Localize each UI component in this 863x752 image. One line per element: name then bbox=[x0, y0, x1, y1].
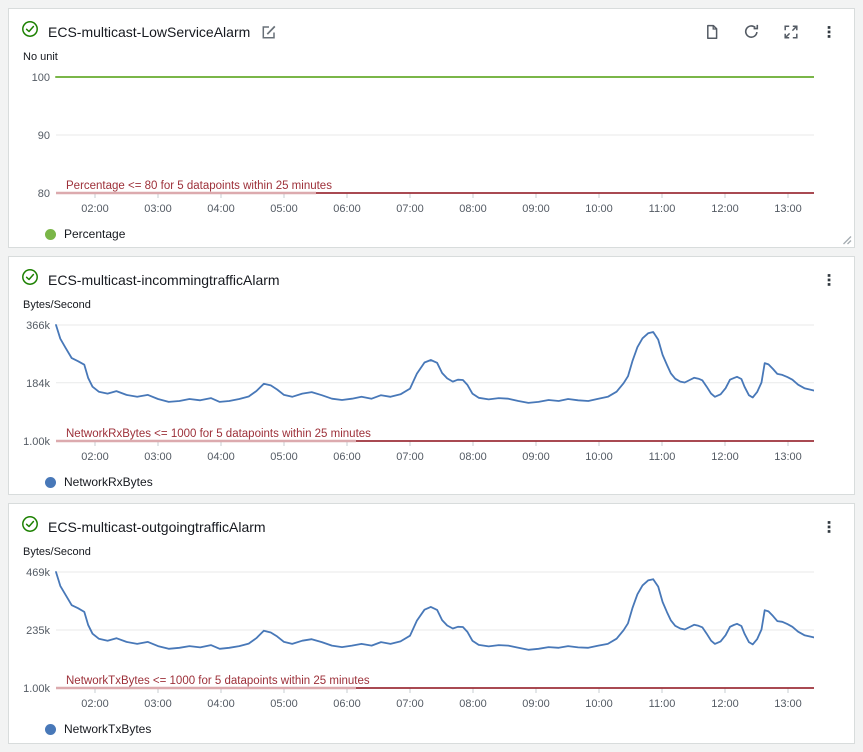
svg-text:13:00: 13:00 bbox=[774, 203, 802, 215]
svg-text:80: 80 bbox=[38, 188, 50, 200]
alarm-chart[interactable]: 100 90 80 02:00 03:00 04:00 05:00 06:00 07:00 08:… bbox=[14, 73, 814, 218]
alarm-ok-icon bbox=[21, 515, 39, 538]
legend-item[interactable]: Percentage bbox=[45, 227, 125, 241]
panel-header: ECS-multicast-LowServiceAlarm bbox=[9, 9, 854, 43]
y-axis-unit-label: No unit bbox=[23, 51, 58, 63]
svg-text:05:00: 05:00 bbox=[270, 203, 298, 215]
svg-text:04:00: 04:00 bbox=[207, 451, 235, 463]
svg-text:07:00: 07:00 bbox=[396, 203, 424, 215]
svg-text:03:00: 03:00 bbox=[144, 451, 172, 463]
svg-text:1.00k: 1.00k bbox=[23, 436, 50, 448]
document-icon bbox=[704, 24, 720, 43]
svg-text:1.00k: 1.00k bbox=[23, 683, 50, 695]
svg-text:11:00: 11:00 bbox=[649, 698, 676, 710]
svg-text:NetworkTxBytes <= 1000 for 5 d: NetworkTxBytes <= 1000 for 5 datapoints … bbox=[66, 675, 370, 687]
svg-text:08:00: 08:00 bbox=[459, 451, 487, 463]
svg-text:02:00: 02:00 bbox=[81, 203, 109, 215]
svg-text:90: 90 bbox=[38, 130, 50, 142]
svg-text:06:00: 06:00 bbox=[333, 698, 361, 710]
svg-text:469k: 469k bbox=[26, 568, 50, 579]
alarm-chart[interactable]: 366k 184k 1.00k 02:00 03:00 04:00 05:00 06:00 07… bbox=[14, 321, 814, 466]
legend-color-dot bbox=[45, 476, 56, 488]
svg-text:366k: 366k bbox=[26, 321, 50, 332]
expand-icon bbox=[783, 24, 799, 43]
svg-text:10:00: 10:00 bbox=[585, 451, 613, 463]
svg-text:03:00: 03:00 bbox=[144, 698, 172, 710]
legend-label: Percentage bbox=[64, 227, 126, 241]
legend-color-dot bbox=[45, 228, 56, 240]
report-button[interactable] bbox=[702, 22, 722, 42]
alarm-ok-icon bbox=[21, 268, 39, 291]
refresh-icon bbox=[743, 24, 760, 43]
edit-alarm-button[interactable] bbox=[259, 22, 279, 42]
svg-text:02:00: 02:00 bbox=[81, 698, 109, 710]
svg-text:07:00: 07:00 bbox=[396, 451, 424, 463]
legend-label: NetworkTxBytes bbox=[64, 722, 152, 736]
panel-menu-button[interactable] bbox=[820, 270, 838, 290]
legend-item[interactable]: NetworkRxBytes bbox=[45, 475, 153, 489]
panel-menu-button[interactable] bbox=[820, 22, 838, 42]
svg-text:235k: 235k bbox=[26, 625, 50, 637]
panel-title: ECS-multicast-LowServiceAlarm bbox=[48, 23, 251, 40]
svg-text:05:00: 05:00 bbox=[270, 698, 298, 710]
svg-text:13:00: 13:00 bbox=[774, 451, 802, 463]
panel-title: ECS-multicast-incommingtrafficAlarm bbox=[48, 271, 280, 288]
edit-icon bbox=[261, 25, 277, 43]
svg-text:06:00: 06:00 bbox=[333, 203, 361, 215]
svg-text:06:00: 06:00 bbox=[333, 451, 361, 463]
alarm-panel-low-service: ECS-multicast-LowServiceAlarm bbox=[8, 8, 855, 248]
svg-text:13:00: 13:00 bbox=[774, 698, 802, 710]
svg-text:10:00: 10:00 bbox=[585, 698, 613, 710]
svg-text:04:00: 04:00 bbox=[207, 203, 235, 215]
svg-text:08:00: 08:00 bbox=[459, 698, 487, 710]
kebab-menu-icon bbox=[822, 25, 836, 43]
refresh-button[interactable] bbox=[741, 21, 762, 42]
panel-header: ECS-multicast-incommingtrafficAlarm bbox=[9, 257, 854, 291]
svg-text:10:00: 10:00 bbox=[585, 203, 613, 215]
legend-label: NetworkRxBytes bbox=[64, 475, 153, 489]
panel-menu-button[interactable] bbox=[820, 517, 838, 537]
svg-text:Percentage <= 80 for 5 datapoi: Percentage <= 80 for 5 datapoints within… bbox=[66, 180, 332, 192]
panel-toolbar bbox=[820, 270, 842, 290]
svg-text:07:00: 07:00 bbox=[396, 698, 424, 710]
svg-text:11:00: 11:00 bbox=[649, 451, 676, 463]
panel-toolbar bbox=[702, 21, 842, 42]
svg-text:03:00: 03:00 bbox=[144, 203, 172, 215]
panel-resize-handle[interactable] bbox=[839, 232, 852, 245]
y-axis-unit-label: Bytes/Second bbox=[23, 299, 91, 311]
svg-text:11:00: 11:00 bbox=[649, 203, 676, 215]
legend-item[interactable]: NetworkTxBytes bbox=[45, 722, 151, 736]
svg-text:12:00: 12:00 bbox=[711, 451, 739, 463]
svg-text:09:00: 09:00 bbox=[522, 698, 550, 710]
svg-text:100: 100 bbox=[32, 73, 50, 84]
svg-text:08:00: 08:00 bbox=[459, 203, 487, 215]
svg-text:02:00: 02:00 bbox=[81, 451, 109, 463]
expand-button[interactable] bbox=[781, 22, 801, 42]
svg-text:09:00: 09:00 bbox=[522, 203, 550, 215]
legend-color-dot bbox=[45, 723, 56, 735]
panel-title: ECS-multicast-outgoingtrafficAlarm bbox=[48, 518, 266, 535]
svg-text:NetworkRxBytes <= 1000 for 5 d: NetworkRxBytes <= 1000 for 5 datapoints … bbox=[66, 428, 371, 440]
svg-text:05:00: 05:00 bbox=[270, 451, 298, 463]
kebab-menu-icon bbox=[822, 273, 836, 291]
kebab-menu-icon bbox=[822, 520, 836, 538]
alarm-panel-outgoing-traffic: ECS-multicast-outgoingtrafficAlarm Bytes… bbox=[8, 503, 855, 744]
svg-text:12:00: 12:00 bbox=[711, 698, 739, 710]
y-axis-unit-label: Bytes/Second bbox=[23, 546, 91, 558]
svg-text:12:00: 12:00 bbox=[711, 203, 739, 215]
svg-text:09:00: 09:00 bbox=[522, 451, 550, 463]
svg-text:184k: 184k bbox=[26, 378, 50, 390]
svg-text:04:00: 04:00 bbox=[207, 698, 235, 710]
panel-header: ECS-multicast-outgoingtrafficAlarm bbox=[9, 504, 854, 538]
alarm-panel-incoming-traffic: ECS-multicast-incommingtrafficAlarm Byte… bbox=[8, 256, 855, 495]
alarm-ok-icon bbox=[21, 20, 39, 43]
panel-toolbar bbox=[820, 517, 842, 537]
alarm-chart[interactable]: 469k 235k 1.00k 02:00 03:00 04:00 05:00 06:00 07… bbox=[14, 568, 814, 713]
